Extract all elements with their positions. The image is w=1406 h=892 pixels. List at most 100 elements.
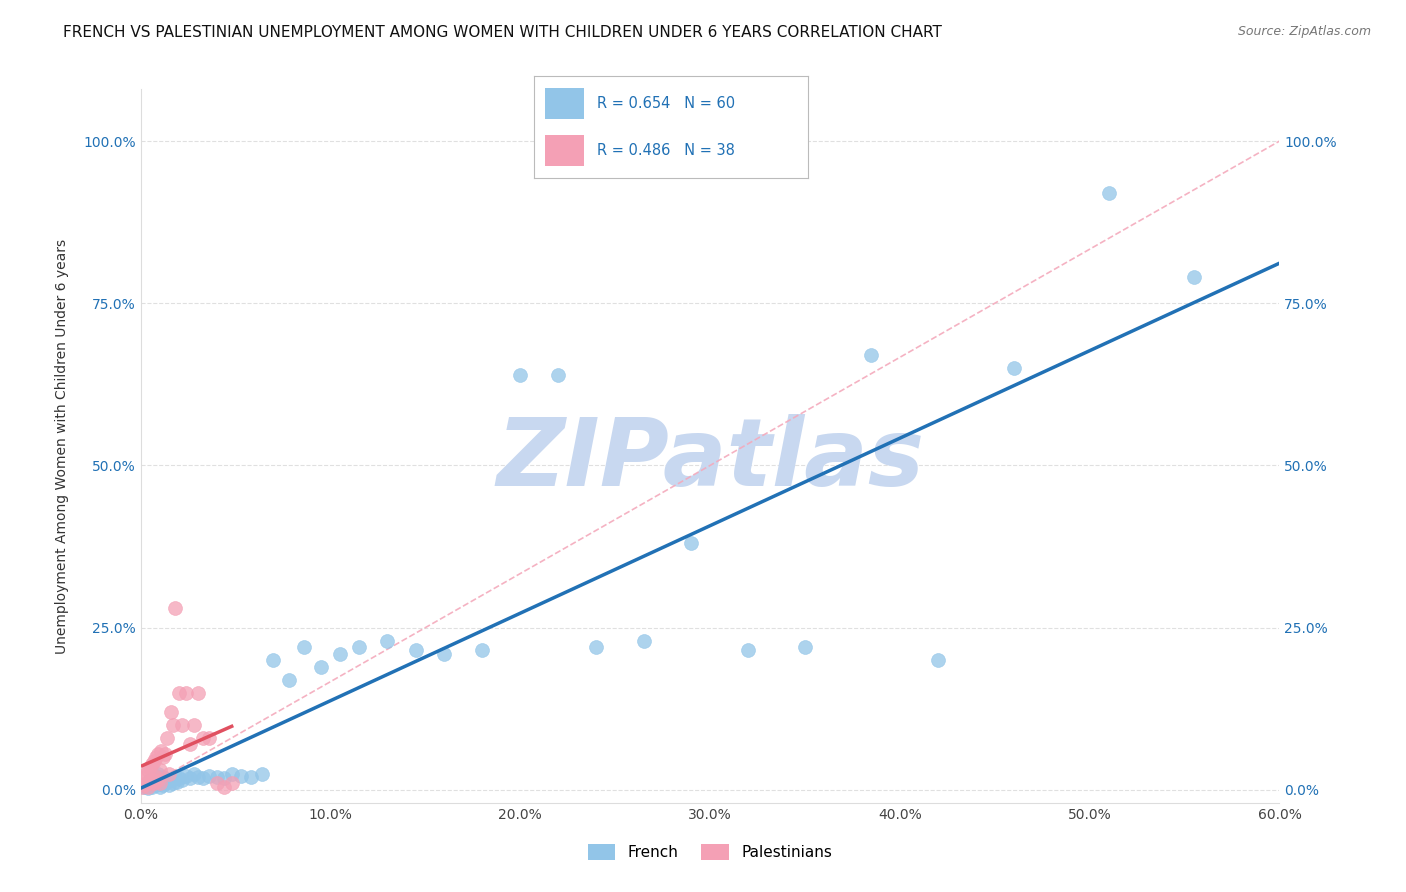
Point	[547, 368, 569, 382]
Point	[174, 685, 197, 699]
Point	[150, 776, 173, 790]
Point	[737, 643, 759, 657]
Point	[860, 348, 883, 362]
Legend: French, Palestinians: French, Palestinians	[582, 838, 838, 866]
Point	[145, 768, 167, 782]
Point	[681, 536, 703, 550]
Point	[149, 773, 172, 788]
Y-axis label: Unemployment Among Women with Children Under 6 years: Unemployment Among Women with Children U…	[55, 238, 69, 654]
Point	[136, 764, 159, 778]
Point	[183, 718, 205, 732]
Point	[160, 773, 183, 788]
Point	[134, 778, 156, 792]
Point	[149, 780, 172, 794]
Point	[1182, 270, 1205, 285]
Point	[377, 633, 399, 648]
Point	[405, 643, 427, 657]
Point	[163, 770, 186, 784]
Point	[139, 773, 162, 788]
Point	[205, 776, 228, 790]
Point	[149, 776, 172, 790]
Point	[193, 731, 215, 745]
Point	[433, 647, 456, 661]
Point	[186, 685, 209, 699]
Point	[152, 750, 174, 764]
Point	[142, 754, 165, 768]
Point	[212, 771, 235, 785]
Point	[239, 770, 262, 784]
Point	[179, 771, 201, 785]
Point	[156, 731, 179, 745]
Point	[139, 760, 162, 774]
Point	[198, 731, 221, 745]
Point	[146, 776, 169, 790]
Point	[250, 766, 273, 780]
Point	[146, 773, 169, 788]
Point	[139, 776, 162, 790]
Point	[166, 775, 188, 789]
Point	[198, 768, 221, 782]
Text: Source: ZipAtlas.com: Source: ZipAtlas.com	[1237, 25, 1371, 38]
Point	[585, 640, 607, 654]
Point	[193, 771, 215, 785]
Point	[509, 368, 531, 382]
Point	[152, 770, 174, 784]
Point	[131, 780, 153, 794]
Bar	[546, 136, 583, 166]
Point	[231, 768, 253, 782]
Point	[162, 718, 184, 732]
Point	[141, 773, 163, 788]
Point	[134, 770, 156, 784]
Point	[149, 764, 172, 778]
Point	[139, 776, 162, 790]
Point	[142, 775, 165, 789]
Point	[633, 633, 655, 648]
Text: R = 0.654   N = 60: R = 0.654 N = 60	[598, 96, 735, 111]
Point	[167, 685, 190, 699]
Point	[794, 640, 817, 654]
Point	[212, 780, 235, 794]
Point	[145, 750, 167, 764]
Bar	[546, 88, 583, 119]
Point	[146, 766, 169, 780]
Point	[135, 778, 157, 792]
Point	[145, 778, 167, 792]
Point	[136, 780, 159, 794]
Point	[221, 766, 243, 780]
Point	[471, 643, 494, 657]
Point	[136, 780, 159, 795]
Point	[141, 780, 163, 794]
Point	[156, 775, 179, 789]
Point	[172, 718, 194, 732]
Point	[205, 770, 228, 784]
Text: ZIPatlas: ZIPatlas	[496, 414, 924, 507]
Point	[135, 766, 157, 780]
Point	[163, 601, 186, 615]
Point	[927, 653, 949, 667]
Point	[174, 768, 197, 782]
Point	[157, 778, 180, 792]
Point	[347, 640, 370, 654]
Point	[1098, 186, 1121, 200]
Point	[155, 771, 177, 785]
Point	[141, 756, 163, 771]
Point	[155, 747, 177, 761]
Point	[172, 773, 194, 788]
Point	[160, 705, 183, 719]
Point	[145, 770, 167, 784]
Text: FRENCH VS PALESTINIAN UNEMPLOYMENT AMONG WOMEN WITH CHILDREN UNDER 6 YEARS CORRE: FRENCH VS PALESTINIAN UNEMPLOYMENT AMONG…	[63, 25, 942, 40]
Point	[142, 776, 165, 790]
Point	[135, 776, 157, 790]
Point	[142, 771, 165, 785]
Point	[1002, 361, 1025, 376]
Point	[186, 770, 209, 784]
Point	[146, 747, 169, 761]
Point	[179, 738, 201, 752]
Point	[134, 780, 156, 794]
Point	[152, 778, 174, 792]
Point	[277, 673, 299, 687]
Point	[183, 766, 205, 780]
Point	[221, 776, 243, 790]
Point	[309, 659, 332, 673]
Text: R = 0.486   N = 38: R = 0.486 N = 38	[598, 144, 735, 158]
